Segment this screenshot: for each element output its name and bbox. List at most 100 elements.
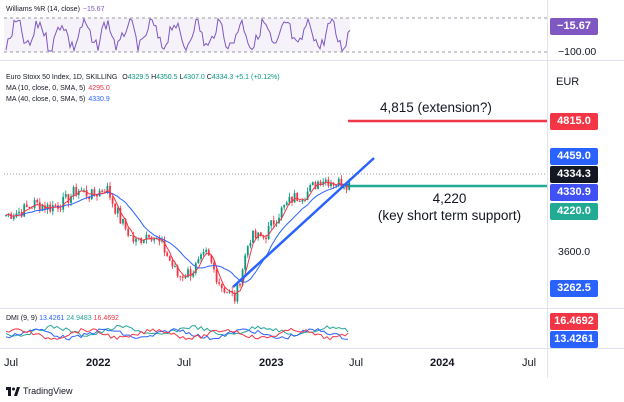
- tradingview-logo[interactable]: TradingView: [6, 386, 73, 396]
- x-tick: 2023: [259, 357, 283, 369]
- candle-body: [306, 191, 309, 200]
- candle-body: [174, 266, 176, 267]
- candle-body: [205, 249, 208, 252]
- candle-body: [197, 258, 200, 264]
- candle-body: [12, 216, 15, 219]
- price-scale-border: [547, 0, 548, 378]
- candle-body: [244, 255, 247, 270]
- candle-body: [28, 206, 31, 208]
- candle-body: [96, 195, 98, 197]
- candle-body: [319, 181, 322, 185]
- pane-separator-top: [0, 60, 624, 61]
- candle-body: [226, 292, 228, 294]
- dmi-plus-badge: 13.4261: [550, 331, 598, 348]
- candle-body: [75, 186, 78, 195]
- x-tick: Jul: [4, 357, 18, 369]
- candle-body: [283, 204, 286, 208]
- candle-body: [265, 237, 267, 240]
- candle-body: [31, 207, 33, 209]
- williams-band: [4, 18, 350, 52]
- price-badge-trend-bottom: 3262.5: [550, 280, 598, 297]
- candle-body: [51, 205, 54, 212]
- candle-body: [38, 202, 41, 211]
- candle-body: [106, 185, 109, 193]
- dmi-legend[interactable]: DMI (9, 9) 13.4261 24.9483 16.4692: [6, 314, 119, 323]
- candle-body: [142, 239, 145, 243]
- dmi-minus-badge-text: 16.4692: [554, 315, 594, 327]
- candle-body: [181, 276, 184, 278]
- candle-body: [57, 205, 59, 209]
- candle-body: [114, 203, 117, 214]
- support-annotation: 4,220 (key short term support): [357, 190, 542, 224]
- price-badge-support-text: 4220.0: [557, 205, 591, 217]
- candle-body: [119, 208, 122, 224]
- candle-body: [210, 255, 213, 263]
- candle-body: [93, 189, 96, 196]
- ma40-legend[interactable]: MA (40, close, 0, SMA, 5) 4330.9: [6, 95, 110, 104]
- x-tick: 2022: [86, 357, 110, 369]
- williams-legend[interactable]: Williams %R (14, close) −15.67: [6, 5, 104, 14]
- candle-body: [176, 266, 179, 277]
- x-tick: Jul: [349, 357, 363, 369]
- candle-body: [129, 235, 132, 236]
- x-tick-label: 2022: [86, 357, 111, 369]
- currency-label: EUR: [556, 76, 580, 88]
- candle-body: [116, 208, 119, 214]
- dmi-plus-badge-text: 13.4261: [554, 333, 594, 345]
- uptrend-line[interactable]: [232, 157, 375, 288]
- price-scale-tick-3600: 3600.0: [558, 246, 591, 258]
- candle-body: [254, 230, 257, 238]
- candle-body: [163, 240, 166, 253]
- support-annotation-text: (key short term support): [377, 208, 522, 223]
- candle-body: [145, 234, 148, 240]
- main-legend[interactable]: Euro Stoxx 50 Index, 1D, SKILLING O4329.…: [6, 73, 280, 82]
- ma40-legend-value: 4330.9: [88, 96, 110, 103]
- candle-body: [132, 235, 135, 242]
- candle-body: [257, 232, 260, 238]
- candle-body: [83, 189, 85, 191]
- candle-body: [317, 181, 319, 189]
- candle-body: [309, 184, 312, 192]
- candle-body: [278, 217, 280, 224]
- price-badge-trend-top: 4459.0: [550, 148, 598, 165]
- candle-body: [62, 196, 65, 210]
- candle-body: [161, 240, 163, 242]
- candle-body: [41, 205, 44, 211]
- x-tick-label: Jul: [349, 357, 364, 369]
- dmi-minus-value: 16.4692: [93, 315, 119, 322]
- x-tick-label: 2023: [259, 357, 284, 369]
- ma10-legend-value: 4295.0: [88, 85, 110, 92]
- price-badge-extension: 4815.0: [550, 113, 598, 130]
- candle-body: [15, 213, 18, 217]
- candle-body: [70, 196, 72, 204]
- candle-body: [322, 181, 325, 185]
- ma10-series-line: [5, 181, 350, 296]
- price-bars: [5, 174, 351, 304]
- candle-body: [246, 246, 249, 256]
- candle-body: [218, 282, 221, 284]
- williams-value-badge: −15.67: [550, 18, 598, 35]
- candle-body: [288, 196, 291, 203]
- candle-body: [228, 290, 231, 293]
- price-badge-extension-text: 4815.0: [557, 115, 591, 127]
- candle-body: [101, 190, 104, 192]
- ohlc-open-label: O: [122, 74, 128, 81]
- candle-body: [127, 228, 130, 236]
- x-tick-label: 2024: [430, 357, 455, 369]
- candle-body: [25, 204, 28, 207]
- candle-body: [33, 200, 36, 209]
- candle-body: [340, 178, 343, 188]
- candle-body: [192, 272, 195, 277]
- candle-body: [72, 186, 75, 197]
- candle-body: [202, 251, 205, 255]
- ohlc-change: +5.1 (+0.12%): [235, 74, 280, 81]
- candle-body: [5, 215, 7, 216]
- ohlc-low-label: L: [179, 74, 184, 81]
- ma10-legend[interactable]: MA (10, close, 0, SMA, 5) 4295.0: [6, 84, 110, 93]
- candle-body: [111, 197, 114, 204]
- x-tick: Jul: [522, 357, 536, 369]
- candle-body: [270, 220, 273, 226]
- candle-body: [23, 204, 26, 217]
- symbol-name: Euro Stoxx 50 Index, 1D, SKILLING: [6, 74, 118, 81]
